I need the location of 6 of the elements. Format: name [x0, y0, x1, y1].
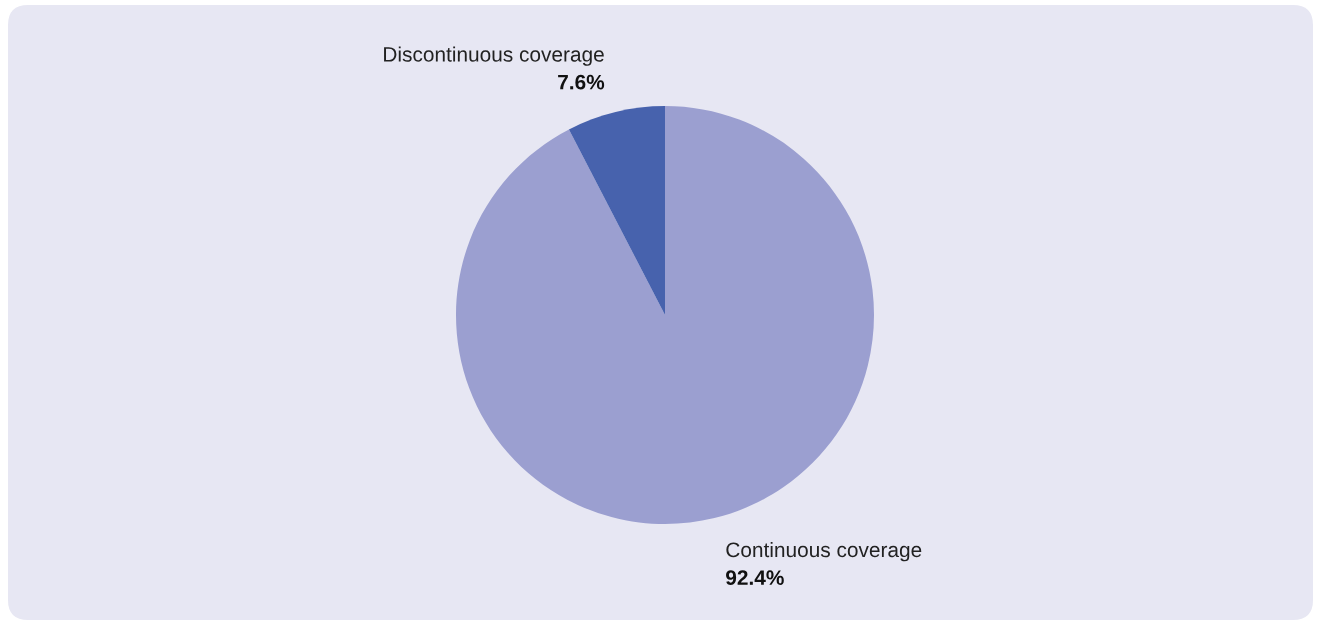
- pie-slice: [568, 106, 665, 315]
- slice-label: Continuous coverage: [726, 541, 922, 562]
- pie-slice: [456, 106, 874, 524]
- slice-label: Discontinuous coverage: [384, 46, 604, 66]
- data-label: 7.6%: [558, 74, 605, 90]
- data-label: 92.4%: [726, 570, 784, 586]
